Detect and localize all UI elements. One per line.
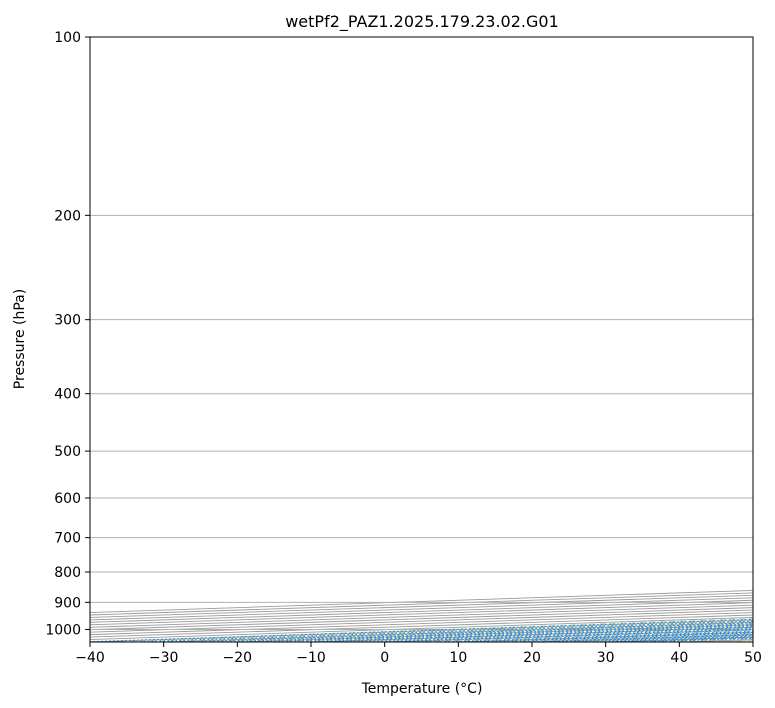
x-tick-label: 20 <box>523 650 541 666</box>
y-tick-label: 200 <box>54 208 81 224</box>
y-tick-label: 400 <box>54 387 81 403</box>
x-tick-label: −20 <box>223 650 253 666</box>
y-tick-label: 1000 <box>45 622 81 638</box>
grid-layer <box>90 37 753 642</box>
x-axis-title: Temperature (°C) <box>361 681 483 697</box>
x-tick-label: 30 <box>597 650 615 666</box>
axis-ticks: −40 −30 −20 −10 0 10 20 30 40 50 100 200 300 400 500 60… <box>45 30 762 666</box>
x-tick-label: −10 <box>296 650 326 666</box>
y-tick-label: 600 <box>54 491 81 507</box>
x-tick-label: 10 <box>449 650 467 666</box>
x-tick-label: 40 <box>670 650 688 666</box>
y-tick-label: 800 <box>54 565 81 581</box>
x-tick-label: −30 <box>149 650 179 666</box>
y-axis-title: Pressure (hPa) <box>12 289 28 389</box>
x-tick-label: 50 <box>744 650 762 666</box>
y-tick-label: 300 <box>54 313 81 329</box>
y-tick-label: 700 <box>54 531 81 547</box>
x-tick-label: −40 <box>75 650 105 666</box>
y-tick-label: 500 <box>54 444 81 460</box>
y-tick-label: 900 <box>54 595 81 611</box>
x-tick-label: 0 <box>380 650 389 666</box>
chart-title: wetPf2_PAZ1.2025.179.23.02.G01 <box>285 12 559 32</box>
plot-frame <box>89 36 754 643</box>
y-tick-label: 100 <box>54 30 81 46</box>
